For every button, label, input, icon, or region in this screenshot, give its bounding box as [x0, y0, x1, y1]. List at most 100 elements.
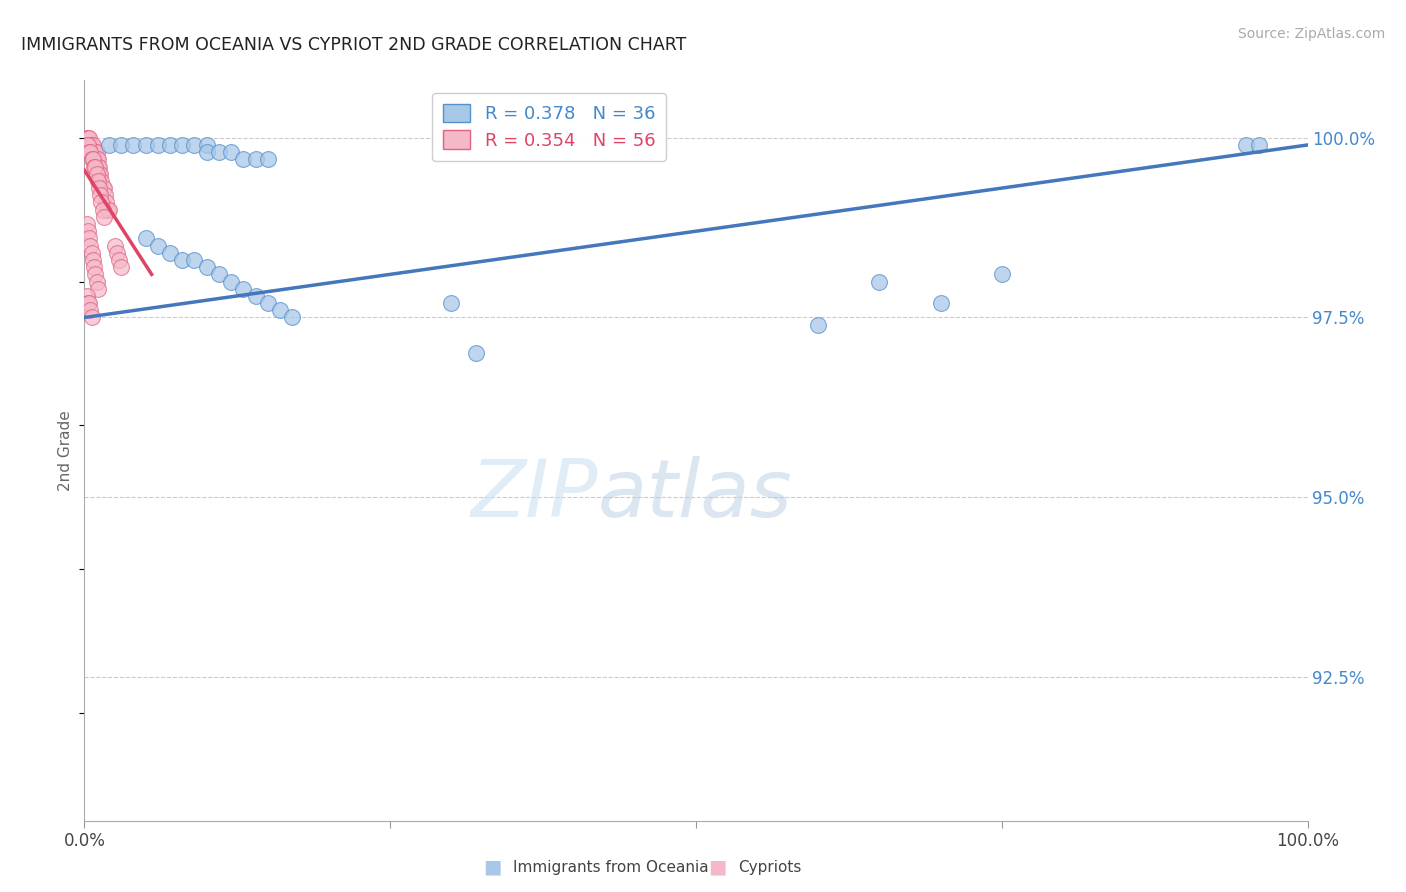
Point	[146, 138, 169, 153]
Point	[245, 153, 267, 167]
Text: Cypriots: Cypriots	[738, 860, 801, 874]
Point	[87, 153, 110, 167]
Point	[97, 202, 120, 217]
Text: Source: ZipAtlas.com: Source: ZipAtlas.com	[1237, 27, 1385, 41]
Point	[79, 138, 101, 153]
Point	[76, 217, 98, 231]
Point	[208, 268, 231, 282]
Point	[440, 296, 463, 310]
Point	[1247, 138, 1270, 153]
Point	[82, 138, 104, 153]
Point	[86, 145, 108, 160]
Point	[232, 153, 254, 167]
Point	[93, 181, 115, 195]
Point	[83, 260, 105, 275]
Point	[90, 174, 112, 188]
Point	[89, 167, 111, 181]
Text: ZIP: ZIP	[471, 456, 598, 534]
Point	[232, 282, 254, 296]
Point	[159, 138, 181, 153]
Point	[80, 245, 103, 260]
Point	[83, 145, 105, 160]
Point	[89, 188, 111, 202]
Point	[80, 138, 103, 153]
Point	[87, 282, 110, 296]
Point	[257, 296, 280, 310]
Point	[146, 238, 169, 252]
Point	[84, 160, 107, 174]
Point	[77, 145, 100, 160]
Point	[122, 138, 145, 153]
Point	[135, 231, 157, 245]
Point	[172, 252, 194, 267]
Point	[77, 138, 100, 153]
Point	[104, 238, 127, 252]
Point	[93, 210, 115, 224]
Legend: R = 0.378   N = 36, R = 0.354   N = 56: R = 0.378 N = 36, R = 0.354 N = 56	[432, 93, 666, 161]
Point	[76, 289, 98, 303]
Point	[84, 145, 107, 160]
Text: ■: ■	[482, 857, 502, 877]
Point	[90, 195, 112, 210]
Text: ■: ■	[707, 857, 727, 877]
Text: IMMIGRANTS FROM OCEANIA VS CYPRIOT 2ND GRADE CORRELATION CHART: IMMIGRANTS FROM OCEANIA VS CYPRIOT 2ND G…	[21, 36, 686, 54]
Point	[97, 138, 120, 153]
Point	[110, 260, 132, 275]
Point	[195, 138, 218, 153]
Y-axis label: 2nd Grade: 2nd Grade	[58, 410, 73, 491]
Point	[86, 167, 108, 181]
Point	[183, 138, 205, 153]
Point	[77, 130, 100, 145]
Text: atlas: atlas	[598, 456, 793, 534]
Point	[107, 252, 129, 267]
Point	[77, 231, 100, 245]
Point	[269, 303, 291, 318]
Point	[77, 296, 100, 310]
Point	[76, 130, 98, 145]
Point	[80, 310, 103, 325]
Point	[991, 268, 1014, 282]
Point	[105, 245, 128, 260]
Point	[87, 160, 110, 174]
Point	[91, 202, 114, 217]
Point	[79, 303, 101, 318]
Point	[86, 153, 108, 167]
Point	[94, 188, 117, 202]
Point	[97, 202, 120, 217]
Point	[183, 252, 205, 267]
Point	[87, 174, 110, 188]
Point	[219, 145, 242, 160]
Point	[195, 145, 218, 160]
Point	[807, 318, 830, 332]
Point	[87, 181, 110, 195]
Point	[172, 138, 194, 153]
Point	[86, 275, 108, 289]
Point	[77, 224, 100, 238]
Point	[208, 145, 231, 160]
Text: Immigrants from Oceania: Immigrants from Oceania	[513, 860, 709, 874]
Point	[84, 268, 107, 282]
Point	[195, 260, 218, 275]
Point	[91, 181, 114, 195]
Point	[219, 275, 242, 289]
Point	[83, 160, 105, 174]
Point	[82, 252, 104, 267]
Point	[77, 296, 100, 310]
Point	[110, 138, 132, 153]
Point	[82, 153, 104, 167]
Point	[79, 145, 101, 160]
Point	[869, 275, 891, 289]
Point	[281, 310, 304, 325]
Point	[87, 167, 110, 181]
Point	[80, 153, 103, 167]
Point	[245, 289, 267, 303]
Point	[929, 296, 952, 310]
Point	[87, 160, 110, 174]
Point	[76, 138, 98, 153]
Point	[1236, 138, 1258, 153]
Point	[135, 138, 157, 153]
Point	[96, 195, 118, 210]
Point	[77, 130, 100, 145]
Point	[159, 245, 181, 260]
Point	[79, 238, 101, 252]
